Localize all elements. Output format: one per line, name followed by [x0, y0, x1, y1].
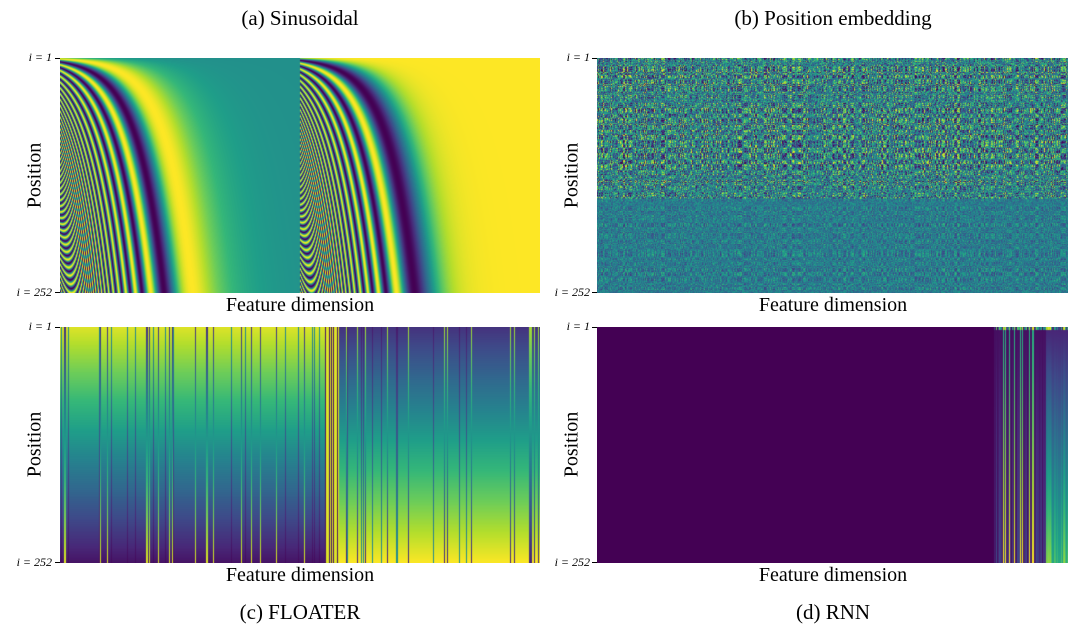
panel-d-canvas: [597, 327, 1068, 563]
panel-d-tickmark-bottom: [592, 562, 597, 563]
panel-c-heatmap: [60, 327, 540, 563]
panel-d-ylabel: Position: [560, 411, 583, 478]
panel-a-xlabel: Feature dimension: [225, 294, 375, 316]
panel-b-tickmark-top: [592, 58, 597, 59]
panel-b-caption: (b) Position embedding: [734, 6, 932, 30]
panel-a-tickmark-bottom: [55, 292, 60, 293]
panel-b-ylabel: Position: [560, 142, 583, 209]
panel-d-heatmap: [597, 327, 1068, 563]
panel-a-caption: (a) Sinusoidal: [241, 6, 359, 30]
panel-b-ytick-top: i = 1: [566, 50, 590, 64]
panel-b-tickmark-bottom: [592, 292, 597, 293]
panel-d-ytick-bottom: i = 252: [554, 555, 590, 569]
panel-c-xlabel: Feature dimension: [225, 564, 375, 586]
panel-d-caption: (d) RNN: [795, 600, 871, 624]
panel-d-tickmark-top: [592, 327, 597, 328]
panel-b-xlabel: Feature dimension: [758, 294, 908, 316]
panel-a-heatmap: [60, 58, 540, 293]
panel-c-tickmark-top: [55, 327, 60, 328]
panel-b-heatmap: [597, 58, 1068, 293]
panel-d-xlabel: Feature dimension: [758, 564, 908, 586]
panel-a-canvas: [60, 58, 540, 293]
panel-a-tickmark-top: [55, 58, 60, 59]
panel-a-ylabel: Position: [23, 142, 46, 209]
panel-c-caption: (c) FLOATER: [239, 600, 361, 624]
panel-c-ytick-top: i = 1: [28, 319, 52, 333]
panel-c-canvas: [60, 327, 540, 563]
panel-b-ytick-bottom: i = 252: [554, 285, 590, 299]
panel-b-canvas: [597, 58, 1068, 293]
panel-d-ytick-top: i = 1: [566, 319, 590, 333]
panel-c-ylabel: Position: [23, 411, 46, 478]
panel-c-ytick-bottom: i = 252: [16, 555, 52, 569]
panel-a-ytick-bottom: i = 252: [16, 285, 52, 299]
panel-a-ytick-top: i = 1: [28, 50, 52, 64]
panel-c-tickmark-bottom: [55, 562, 60, 563]
